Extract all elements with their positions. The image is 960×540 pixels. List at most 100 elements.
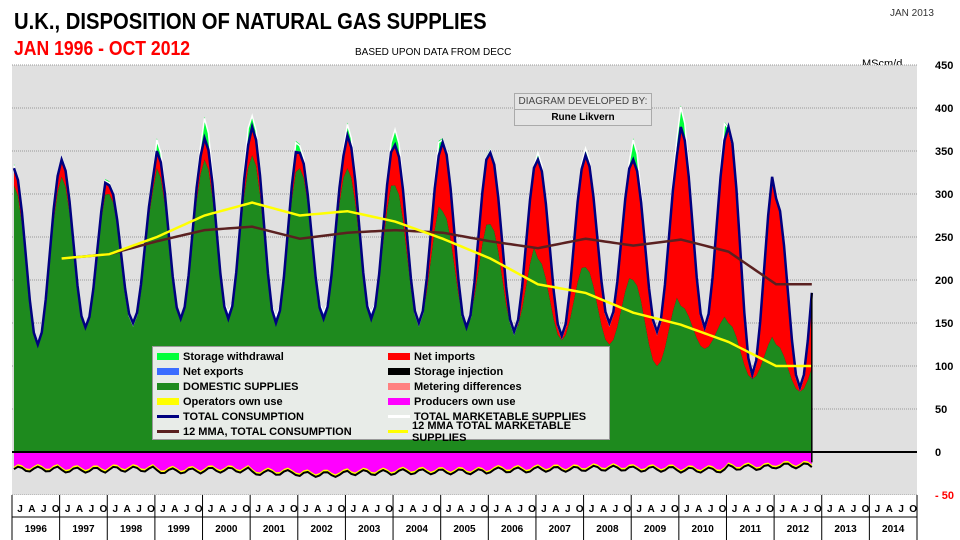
month-tick-label: J [184, 504, 190, 515]
month-tick-label: J [684, 504, 690, 515]
legend-item: 12 MMA TOTAL MARKETABLE SUPPLIES [388, 420, 609, 444]
month-tick-label: O [766, 504, 774, 515]
credit-line1: DIAGRAM DEVELOPED BY: [515, 94, 651, 110]
month-tick-label: O [52, 504, 60, 515]
chart-title: U.K., DISPOSITION OF NATURAL GAS SUPPLIE… [14, 8, 487, 34]
month-tick-label: J [112, 504, 118, 515]
month-tick-label: J [517, 504, 523, 515]
y-tick-label: 50 [935, 404, 947, 416]
mma-marketable-line [61, 201, 812, 368]
month-tick-label: O [242, 504, 250, 515]
month-tick-label: J [875, 504, 881, 515]
legend-swatch [157, 398, 179, 405]
month-tick-label: J [398, 504, 404, 515]
month-tick-label: A [409, 504, 416, 515]
month-tick-label: J [541, 504, 547, 515]
year-tick-label: 2006 [501, 524, 524, 535]
year-tick-label: 2007 [549, 524, 572, 535]
legend-label: TOTAL CONSUMPTION [183, 410, 304, 423]
year-tick-label: 2009 [644, 524, 667, 535]
legend-label: Producers own use [414, 395, 516, 408]
legend-swatch [157, 383, 179, 390]
y-tick-label: 450 [935, 60, 953, 72]
month-tick-label: A [457, 504, 464, 515]
month-tick-label: O [909, 504, 917, 515]
month-tick-label: J [255, 504, 261, 515]
month-tick-label: O [195, 504, 203, 515]
legend-item: Storage withdrawal [157, 349, 284, 364]
legend-item: Net exports [157, 364, 244, 379]
month-tick-label: A [743, 504, 750, 515]
legend-label: 12 MMA TOTAL MARKETABLE SUPPLIES [412, 419, 571, 444]
net-imports-area [13, 126, 812, 392]
legend-swatch [388, 383, 410, 390]
y-tick-label: 0 [935, 447, 941, 459]
month-tick-label: A [219, 504, 226, 515]
month-tick-label: J [446, 504, 452, 515]
year-tick-label: 2013 [834, 524, 857, 535]
legend-swatch [388, 353, 410, 360]
month-tick-label: J [708, 504, 714, 515]
year-tick-label: 2000 [215, 524, 238, 535]
month-tick-label: A [266, 504, 273, 515]
month-tick-label: J [589, 504, 595, 515]
publish-date: JAN 2013 [890, 8, 934, 19]
legend-label: Metering differences [414, 380, 522, 393]
year-tick-label: 1997 [72, 524, 95, 535]
month-tick-label: J [779, 504, 785, 515]
mma-consumption-line [61, 225, 812, 286]
month-tick-label: A [552, 504, 559, 515]
legend-label: DOMESTIC SUPPLIES [183, 380, 299, 393]
chart-subtitle: JAN 1996 - OCT 2012 [14, 38, 191, 60]
year-tick-label: 1999 [168, 524, 191, 535]
month-tick-label: O [338, 504, 346, 515]
producers-own-use-area [13, 452, 812, 475]
y-tick-label: 100 [935, 361, 953, 373]
month-tick-label: A [600, 504, 607, 515]
month-tick-label: J [41, 504, 47, 515]
month-tick-label: A [76, 504, 83, 515]
month-tick-label: O [623, 504, 631, 515]
legend-swatch [388, 368, 410, 375]
month-tick-label: O [528, 504, 536, 515]
legend-swatch [157, 430, 179, 433]
month-tick-label: O [481, 504, 489, 515]
month-tick-label: A [314, 504, 321, 515]
legend-swatch [388, 398, 410, 405]
month-tick-label: A [505, 504, 512, 515]
month-tick-label: J [613, 504, 619, 515]
month-tick-label: A [124, 504, 131, 515]
month-tick-label: J [851, 504, 857, 515]
month-tick-label: A [886, 504, 893, 515]
month-tick-label: A [695, 504, 702, 515]
month-tick-label: J [898, 504, 904, 515]
month-tick-label: J [327, 504, 333, 515]
month-tick-label: O [576, 504, 584, 515]
legend-label: Storage withdrawal [183, 350, 284, 363]
month-tick-label: O [290, 504, 298, 515]
legend-item: Operators own use [157, 394, 283, 409]
year-tick-label: 1998 [120, 524, 143, 535]
month-tick-label: J [732, 504, 738, 515]
month-tick-label: A [28, 504, 35, 515]
month-tick-label: J [422, 504, 428, 515]
legend-label: Net imports [414, 350, 476, 363]
month-tick-label: J [660, 504, 666, 515]
legend-swatch [157, 353, 179, 360]
month-tick-label: J [374, 504, 380, 515]
year-tick-label: 2005 [453, 524, 476, 535]
month-tick-label: J [351, 504, 357, 515]
legend-label: TOTAL MARKETABLE SUPPLIES [414, 410, 587, 423]
y-tick-label: - 50 [935, 490, 954, 502]
legend-swatch [157, 368, 179, 375]
month-tick-label: J [17, 504, 23, 515]
legend-label: Net exports [183, 365, 244, 378]
month-tick-label: J [136, 504, 142, 515]
month-tick-label: A [838, 504, 845, 515]
month-tick-label: O [385, 504, 393, 515]
year-tick-label: 2008 [596, 524, 619, 535]
year-tick-label: 2010 [692, 524, 715, 535]
legend-item: DOMESTIC SUPPLIES [157, 379, 299, 394]
legend-item: Metering differences [388, 379, 522, 394]
month-tick-label: J [160, 504, 166, 515]
